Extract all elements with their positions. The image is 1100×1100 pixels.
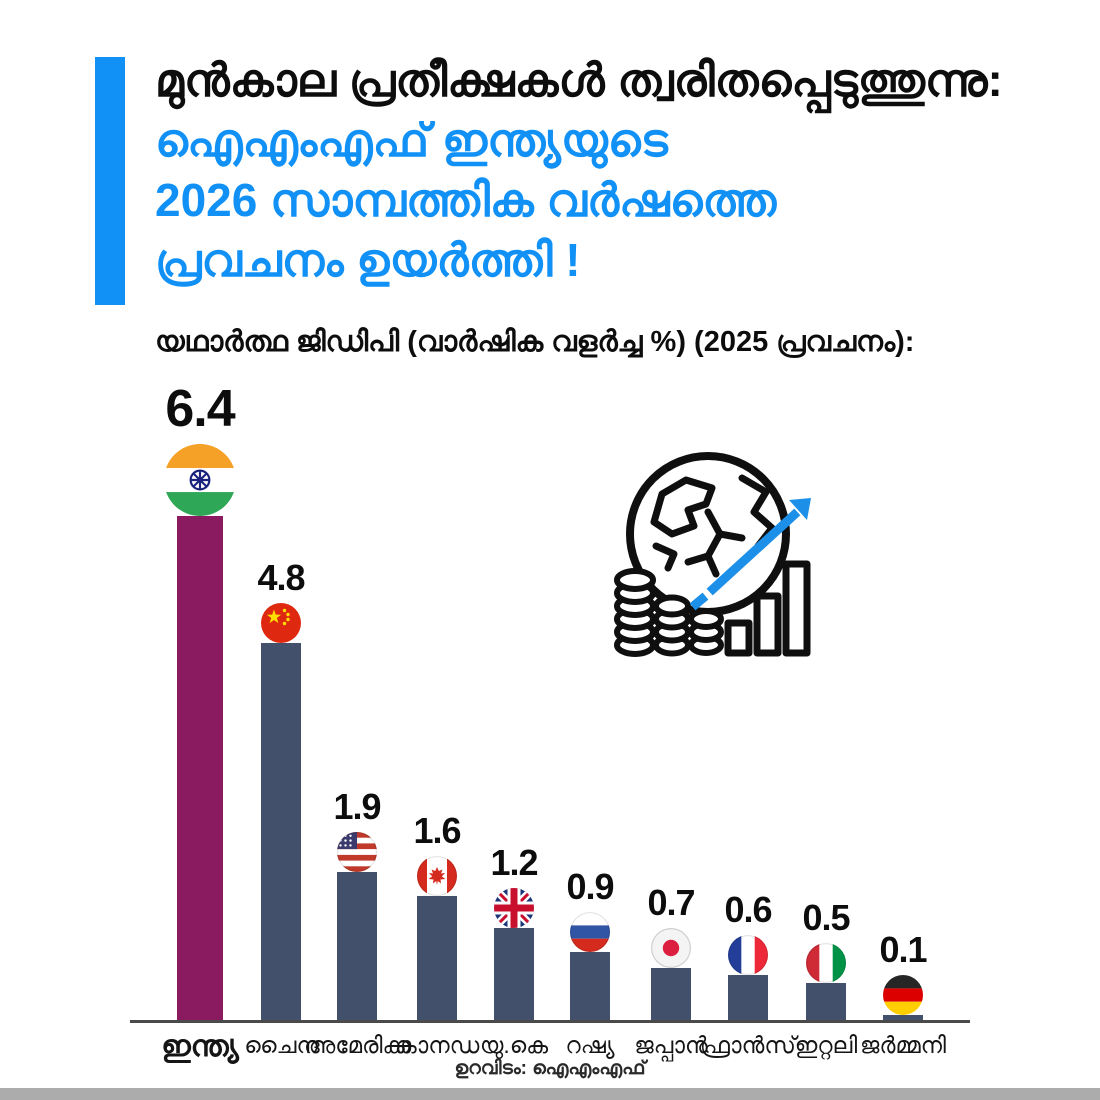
category-label-germany: ജർമ്മനി [860,1032,946,1058]
value-label-uk: 1.2 [490,842,538,883]
category-label-japan: ജപ്പാൻ [634,1032,708,1058]
category-label-italy: ഇറ്റലി [794,1032,858,1058]
bar-group-france: 0.6 [688,892,808,1023]
bottom-strip [0,1088,1100,1100]
value-label-italy: 0.5 [802,897,850,938]
category-label-china: ചൈന [244,1032,318,1058]
bar-group-america: 1.9 [297,789,417,1023]
bar-russia [570,952,610,1023]
bar-group-japan: 0.7 [611,885,731,1023]
value-label-russia: 0.9 [566,866,614,907]
category-label-france: ഫ്രാൻസ് [700,1032,796,1058]
bar-uk [494,928,534,1023]
bar-japan [651,968,691,1023]
arrow-head-icon [789,498,811,520]
russia-flag-icon [570,912,610,952]
title-line-3: 2026 സാമ്പത്തിക വർഷത്തെ [155,174,777,226]
france-flag-icon [728,935,768,975]
title-line-4: പ്രവചനം ഉയർത്തി ! [155,234,581,286]
page-title: മുൻകാല പ്രതീക്ഷകൾ ത്വരിതപ്പെടുത്തുന്നു: … [155,50,1035,290]
bar-group-italy: 0.5 [766,900,886,1023]
bar-france [728,975,768,1023]
germany-flag-icon [883,975,923,1015]
source-credit: ഉറവിടം: ഐഎംഎഫ് [454,1058,646,1079]
title-line-2: ഐഎംഎഫ് ഇന്ത്യയുടെ [155,114,668,166]
canada-flag-icon [417,856,457,896]
category-label-canada: കാനഡ [394,1032,480,1058]
value-label-america: 1.9 [333,786,381,827]
title-accent-bar [95,57,125,305]
italy-flag-icon [806,943,846,983]
category-label-russia: റഷ്യ [565,1032,615,1058]
bar-america [337,872,377,1023]
value-label-japan: 0.7 [647,882,695,923]
bar-group-india: 6.4 [140,383,260,1023]
bar-group-china: 4.8 [221,560,341,1023]
value-label-india: 6.4 [165,380,235,438]
uk-flag-icon [494,888,534,928]
bar-group-canada: 1.6 [377,813,497,1023]
category-label-india: ഇന്ത്യ [161,1030,239,1063]
value-label-germany: 0.1 [879,929,927,970]
bar-group-russia: 0.9 [530,869,650,1023]
chart-subtitle: യഥാർത്ഥ ജിഡിപി (വാർഷിക വളർച്ച %) (2025 പ… [155,326,915,358]
x-axis-line [130,1020,970,1023]
bar-china [261,643,301,1023]
globe-coins-growth-chart-icon [614,452,811,657]
bar-canada [417,896,457,1023]
title-line-1: മുൻകാല പ്രതീക്ഷകൾ ത്വരിതപ്പെടുത്തുന്നു: [155,54,1003,106]
growth-arrow-icon [689,508,801,611]
bar-group-uk: 1.2 [454,845,574,1023]
japan-flag-icon [651,928,691,968]
bar-germany [883,1015,923,1023]
category-label-america: അമേരിക്ക [303,1032,411,1058]
value-label-china: 4.8 [257,557,305,598]
value-label-canada: 1.6 [413,810,461,851]
value-label-france: 0.6 [724,889,772,930]
usa-flag-icon [337,832,377,872]
bar-india [177,516,223,1023]
china-flag-icon [261,603,301,643]
category-label-uk: യു.കെ [479,1032,549,1058]
india-flag-icon [164,444,236,516]
bar-italy [806,983,846,1023]
bar-group-germany: 0.1 [843,932,963,1023]
